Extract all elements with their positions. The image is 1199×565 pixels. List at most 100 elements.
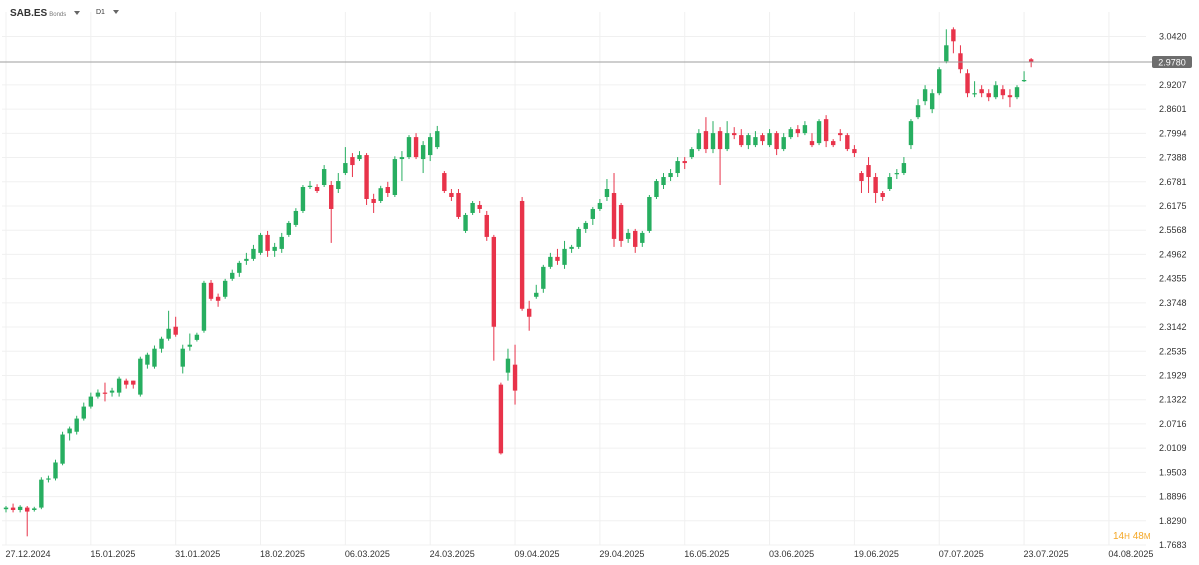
candle-body [378, 188, 383, 201]
candle-body [703, 131, 709, 150]
candle-up [392, 156, 398, 197]
x-tick-label: 31.01.2025 [175, 549, 220, 559]
candle-up [548, 252, 553, 269]
candle-down [1000, 85, 1006, 100]
candle-body [569, 246, 574, 249]
candle-body [788, 129, 793, 138]
candle-up [668, 169, 673, 182]
symbol-selector[interactable]: SAB.ES Bonds [10, 8, 81, 19]
candle-down [845, 133, 850, 152]
y-tick-label: 1.8290 [1159, 516, 1187, 526]
candle-up [583, 220, 588, 233]
candle-up [1014, 85, 1020, 100]
candle-up [993, 81, 998, 100]
candle-up [399, 151, 405, 182]
candle-body [534, 292, 539, 297]
candle-body [498, 384, 504, 454]
candle-body [279, 236, 284, 249]
candle-down [449, 189, 454, 201]
candle-body [873, 177, 878, 193]
y-tick-label: 2.4355 [1159, 274, 1187, 284]
candle-body [413, 137, 419, 158]
candle-body [491, 236, 497, 327]
candle-down [131, 380, 136, 389]
candle-body [908, 121, 914, 146]
candle-body [576, 228, 581, 247]
candle-body [307, 185, 313, 188]
candle-body [385, 187, 390, 193]
candle-body [17, 506, 23, 510]
candle-body [972, 93, 977, 95]
x-tick-label: 09.04.2025 [515, 549, 560, 559]
candle-body [838, 133, 843, 136]
candle-body [555, 256, 560, 261]
y-tick-label: 2.6175 [1159, 201, 1187, 211]
candle-down [10, 503, 16, 513]
candle-up [901, 157, 907, 176]
x-tick-label: 19.06.2025 [854, 549, 899, 559]
y-tick-label: 2.8601 [1159, 104, 1187, 114]
candle-up [1021, 71, 1027, 83]
candle-down [477, 200, 482, 213]
candle-body [519, 200, 525, 309]
candle-body [739, 135, 744, 146]
timeframe-selector[interactable]: D1 [96, 9, 119, 16]
candle-up [194, 332, 200, 342]
candle-body [604, 189, 610, 197]
candle-down [329, 181, 334, 243]
candle-up [470, 200, 475, 215]
candle-body [548, 256, 553, 267]
candle-up [166, 310, 171, 341]
candle-up [972, 81, 977, 98]
candle-body [845, 135, 850, 150]
candle-up [258, 232, 263, 255]
candle-up [654, 179, 659, 199]
candle-up [336, 173, 341, 193]
x-tick-label: 23.07.2025 [1024, 549, 1069, 559]
candle-body [859, 173, 864, 182]
candle-up [17, 505, 23, 513]
candle-body [300, 187, 306, 211]
x-tick-label: 18.02.2025 [260, 549, 305, 559]
candle-up [661, 173, 666, 190]
candle-up [428, 133, 433, 162]
candle-up [696, 129, 702, 152]
candle-up [922, 85, 928, 106]
candle-body [611, 192, 617, 239]
x-tick-label: 06.03.2025 [345, 549, 390, 559]
candle-down [611, 173, 617, 247]
candle-body [915, 105, 921, 118]
y-tick-label: 2.4962 [1159, 249, 1187, 259]
x-tick-label: 07.07.2025 [939, 549, 984, 559]
candle-up [152, 345, 157, 369]
candle-body [901, 163, 907, 174]
candle-up [675, 157, 680, 178]
candle-up [251, 244, 256, 261]
candle-body [116, 378, 122, 393]
candle-up [74, 415, 79, 435]
candle-up [647, 194, 652, 233]
candle-body [774, 133, 779, 150]
candle-body [364, 155, 369, 199]
candle-up [3, 505, 9, 513]
candle-up [541, 264, 546, 293]
candle-body [187, 344, 193, 347]
candle-body [682, 161, 687, 164]
candle-up [343, 147, 348, 176]
candle-body [152, 348, 157, 367]
candle-body [67, 428, 72, 434]
symbol-label: SAB.ES [10, 8, 48, 19]
candle-up [180, 344, 185, 374]
candle-up [272, 242, 277, 257]
candle-down [208, 280, 214, 301]
candle-body [929, 93, 935, 110]
candle-down [880, 191, 885, 201]
candle-body [526, 308, 532, 317]
candle-body [625, 232, 631, 239]
candle-body [392, 159, 398, 195]
candle-down [830, 139, 836, 148]
candle-up [293, 208, 299, 227]
candle-up [767, 129, 772, 148]
y-tick-label: 2.2535 [1159, 346, 1187, 356]
